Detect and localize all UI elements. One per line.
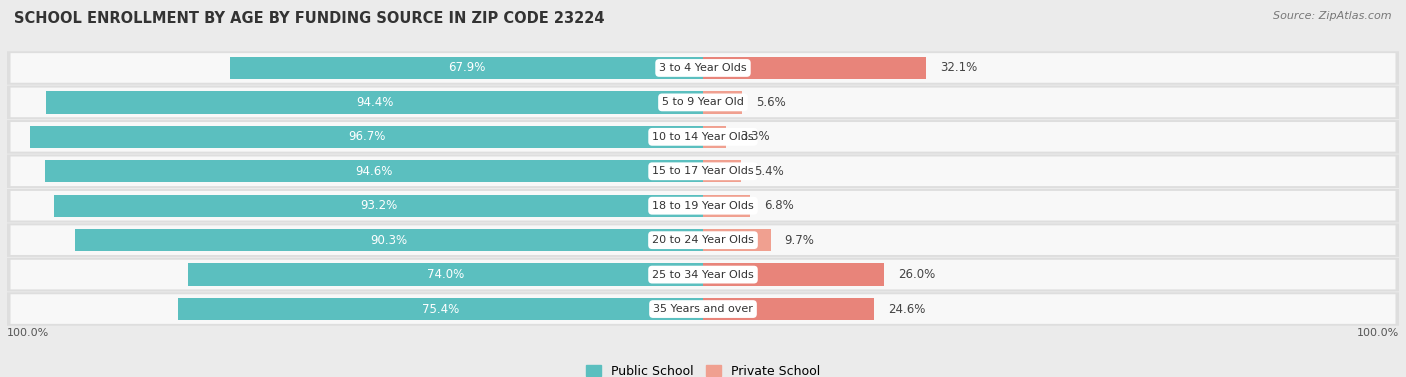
FancyBboxPatch shape xyxy=(7,155,1399,188)
Bar xyxy=(75,229,703,251)
Text: 5 to 9 Year Old: 5 to 9 Year Old xyxy=(662,97,744,107)
Bar xyxy=(55,195,703,217)
Text: 10 to 14 Year Olds: 10 to 14 Year Olds xyxy=(652,132,754,142)
Bar xyxy=(231,57,703,79)
FancyBboxPatch shape xyxy=(10,191,1396,221)
Text: 5.6%: 5.6% xyxy=(756,96,786,109)
Bar xyxy=(703,264,884,286)
Bar xyxy=(30,126,703,148)
Bar xyxy=(703,298,875,320)
Text: 5.4%: 5.4% xyxy=(755,165,785,178)
FancyBboxPatch shape xyxy=(7,86,1399,119)
FancyBboxPatch shape xyxy=(7,51,1399,85)
Text: 32.1%: 32.1% xyxy=(941,61,977,74)
Text: SCHOOL ENROLLMENT BY AGE BY FUNDING SOURCE IN ZIP CODE 23224: SCHOOL ENROLLMENT BY AGE BY FUNDING SOUR… xyxy=(14,11,605,26)
Text: 3.3%: 3.3% xyxy=(740,130,769,143)
Text: 24.6%: 24.6% xyxy=(889,303,925,316)
Bar xyxy=(703,229,770,251)
FancyBboxPatch shape xyxy=(7,189,1399,222)
Bar xyxy=(703,126,725,148)
FancyBboxPatch shape xyxy=(10,53,1396,83)
Bar xyxy=(703,57,927,79)
Text: 90.3%: 90.3% xyxy=(370,234,408,247)
Text: 94.6%: 94.6% xyxy=(356,165,392,178)
FancyBboxPatch shape xyxy=(7,224,1399,257)
Text: 96.7%: 96.7% xyxy=(347,130,385,143)
Text: 100.0%: 100.0% xyxy=(7,328,49,338)
Bar xyxy=(46,91,703,113)
Text: 94.4%: 94.4% xyxy=(356,96,394,109)
Text: 18 to 19 Year Olds: 18 to 19 Year Olds xyxy=(652,201,754,211)
FancyBboxPatch shape xyxy=(10,156,1396,186)
Bar xyxy=(179,298,703,320)
FancyBboxPatch shape xyxy=(10,294,1396,324)
FancyBboxPatch shape xyxy=(10,122,1396,152)
FancyBboxPatch shape xyxy=(10,87,1396,117)
Bar xyxy=(703,195,751,217)
Text: 9.7%: 9.7% xyxy=(785,234,814,247)
Text: 15 to 17 Year Olds: 15 to 17 Year Olds xyxy=(652,166,754,176)
Text: 67.9%: 67.9% xyxy=(449,61,485,74)
Text: 100.0%: 100.0% xyxy=(1357,328,1399,338)
FancyBboxPatch shape xyxy=(7,120,1399,153)
Text: 93.2%: 93.2% xyxy=(360,199,398,212)
Bar xyxy=(188,264,703,286)
Text: 74.0%: 74.0% xyxy=(427,268,464,281)
FancyBboxPatch shape xyxy=(7,258,1399,291)
Text: 26.0%: 26.0% xyxy=(898,268,935,281)
Text: Source: ZipAtlas.com: Source: ZipAtlas.com xyxy=(1274,11,1392,21)
Text: 25 to 34 Year Olds: 25 to 34 Year Olds xyxy=(652,270,754,280)
Bar xyxy=(703,160,741,182)
FancyBboxPatch shape xyxy=(7,292,1399,326)
FancyBboxPatch shape xyxy=(10,225,1396,255)
Text: 20 to 24 Year Olds: 20 to 24 Year Olds xyxy=(652,235,754,245)
Text: 3 to 4 Year Olds: 3 to 4 Year Olds xyxy=(659,63,747,73)
Bar xyxy=(45,160,703,182)
Text: 6.8%: 6.8% xyxy=(765,199,794,212)
Legend: Public School, Private School: Public School, Private School xyxy=(581,360,825,377)
Text: 35 Years and over: 35 Years and over xyxy=(652,304,754,314)
Text: 75.4%: 75.4% xyxy=(422,303,460,316)
Bar xyxy=(703,91,742,113)
FancyBboxPatch shape xyxy=(10,260,1396,290)
